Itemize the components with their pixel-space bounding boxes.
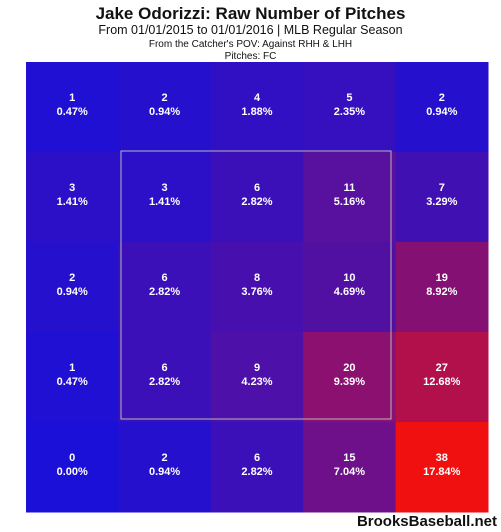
- heatmap-cell-r4-c0: [26, 422, 119, 513]
- heatmap-cell-r2-c2: [210, 242, 304, 333]
- heatmap-cell-r4-c4: [395, 422, 489, 513]
- cell-count-r2-c4: 19: [436, 272, 448, 284]
- cell-count-r4-c3: 15: [343, 452, 355, 464]
- cell-percent-r4-c4: 17.84%: [423, 466, 461, 478]
- heatmap-cell-r4-c3: [303, 422, 397, 513]
- cell-percent-r1-c3: 5.16%: [334, 196, 365, 208]
- cell-count-r1-c1: 3: [162, 182, 168, 194]
- cell-percent-r3-c1: 2.82%: [149, 376, 180, 388]
- cell-percent-r4-c1: 0.94%: [149, 466, 180, 478]
- cell-count-r1-c2: 6: [254, 182, 260, 194]
- brand-footer: BrooksBaseball.net: [356, 513, 497, 530]
- heatmap-cell-r3-c1: [118, 332, 212, 423]
- cell-count-r4-c1: 2: [162, 452, 168, 464]
- cell-count-r1-c4: 7: [439, 182, 445, 194]
- heatmap-cell-r1-c4: [395, 152, 489, 243]
- cell-percent-r0-c3: 2.35%: [334, 106, 365, 118]
- heatmap-cell-r1-c0: [26, 152, 119, 243]
- cell-percent-r3-c3: 9.39%: [334, 376, 365, 388]
- cell-count-r0-c2: 4: [254, 92, 261, 104]
- cell-count-r2-c3: 10: [343, 272, 355, 284]
- cell-count-r3-c2: 9: [254, 362, 260, 374]
- cell-count-r3-c1: 6: [162, 362, 168, 374]
- cell-percent-r2-c3: 4.69%: [334, 286, 365, 298]
- cell-percent-r0-c2: 1.88%: [241, 106, 272, 118]
- heatmap-cell-r4-c1: [118, 422, 212, 513]
- cell-percent-r1-c2: 2.82%: [241, 196, 272, 208]
- cell-percent-r1-c0: 1.41%: [57, 196, 88, 208]
- cell-count-r4-c0: 0: [69, 452, 75, 464]
- cell-count-r0-c1: 2: [162, 92, 168, 104]
- heatmap-cell-r2-c1: [118, 242, 212, 333]
- heatmap-cell-r0-c1: [118, 62, 212, 153]
- cell-percent-r2-c1: 2.82%: [149, 286, 180, 298]
- pitch-type-label: Pitches: FC: [224, 51, 277, 62]
- cell-count-r3-c0: 1: [69, 362, 75, 374]
- heatmap-cell-r3-c0: [26, 332, 119, 423]
- cell-count-r0-c0: 1: [69, 92, 75, 104]
- heatmap-cell-r2-c0: [26, 242, 119, 333]
- heatmap-cell-r4-c2: [210, 422, 304, 513]
- cell-count-r2-c1: 6: [162, 272, 168, 284]
- cell-percent-r3-c0: 0.47%: [57, 376, 88, 388]
- cell-count-r2-c0: 2: [69, 272, 75, 284]
- cell-percent-r0-c4: 0.94%: [426, 106, 457, 118]
- cell-percent-r0-c1: 0.94%: [149, 106, 180, 118]
- cell-count-r1-c3: 11: [344, 182, 356, 194]
- cell-percent-r3-c4: 12.68%: [423, 376, 461, 388]
- heatmap-cell-r1-c1: [118, 152, 212, 243]
- heatmap-cells: 1 0.47% 2 0.94% 4 1.88% 5 2.35% 2 0.94% 3 1.41% 3 1.4…: [26, 62, 489, 513]
- cell-percent-r1-c1: 1.41%: [149, 196, 180, 208]
- cell-count-r3-c3: 20: [343, 362, 355, 374]
- heatmap-cell-r0-c3: [303, 62, 397, 153]
- heatmap-cell-r3-c3: [303, 332, 397, 423]
- cell-count-r0-c4: 2: [439, 92, 445, 104]
- heatmap-cell-r3-c4: [395, 332, 489, 423]
- cell-percent-r4-c3: 7.04%: [334, 466, 365, 478]
- pov-label: From the Catcher's POV: Against RHH & LH…: [148, 39, 353, 50]
- cell-percent-r0-c0: 0.47%: [57, 106, 88, 118]
- heatmap-cell-r0-c2: [210, 62, 304, 153]
- heatmap-cell-r3-c2: [210, 332, 304, 423]
- cell-percent-r1-c4: 3.29%: [426, 196, 457, 208]
- heatmap-cell-r0-c0: [26, 62, 119, 153]
- cell-percent-r2-c2: 3.76%: [241, 286, 272, 298]
- cell-count-r4-c4: 38: [436, 452, 448, 464]
- heatmap-cell-r0-c4: [395, 62, 489, 153]
- heatmap-cell-r2-c4: [395, 242, 489, 333]
- cell-count-r0-c3: 5: [346, 92, 352, 104]
- heatmap-cell-r1-c2: [210, 152, 304, 243]
- chart-title: Jake Odorizzi: Raw Number of Pitches: [95, 4, 406, 23]
- strike-zone: [120, 150, 392, 420]
- chart-subtitle: From 01/01/2015 to 01/01/2016 | MLB Regu…: [98, 23, 403, 37]
- cell-count-r2-c2: 8: [254, 272, 260, 284]
- cell-percent-r4-c2: 2.82%: [241, 466, 272, 478]
- heatmap-cell-r2-c3: [303, 242, 397, 333]
- cell-percent-r3-c2: 4.23%: [241, 376, 272, 388]
- cell-percent-r4-c0: 0.00%: [57, 466, 88, 478]
- cell-count-r4-c2: 6: [254, 452, 260, 464]
- cell-count-r1-c0: 3: [69, 182, 75, 194]
- cell-percent-r2-c0: 0.94%: [57, 286, 88, 298]
- cell-count-r3-c4: 27: [436, 362, 448, 374]
- heatmap-cell-r1-c3: [303, 152, 397, 243]
- cell-percent-r2-c4: 8.92%: [426, 286, 457, 298]
